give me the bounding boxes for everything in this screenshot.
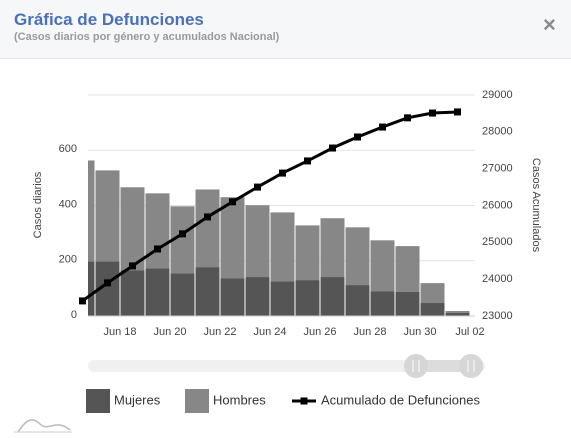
bar: [370, 240, 395, 292]
bar: [220, 197, 245, 279]
bar: [320, 218, 345, 278]
y2-tick-label: 25000: [482, 236, 513, 248]
y2-tick-label: 24000: [482, 273, 513, 285]
title: Gráfica de Defunciones: [14, 10, 204, 29]
bar: [88, 160, 95, 262]
bar: [270, 281, 295, 316]
bar: [145, 268, 170, 316]
bar: [245, 277, 270, 316]
subtitle: (Casos diarios por género y acumulados N…: [14, 31, 280, 43]
bar: [170, 273, 195, 316]
bar: [195, 267, 220, 316]
x-tick-label: Jun 18: [103, 326, 136, 338]
line-marker: [354, 133, 361, 141]
slider-track: [88, 360, 485, 372]
y-tick-label: 0: [71, 309, 77, 321]
bar: [145, 193, 170, 269]
line-marker: [229, 198, 236, 206]
y-tick-label: 400: [59, 198, 77, 210]
legend-label: Mujeres: [114, 392, 161, 407]
line-marker: [304, 157, 311, 165]
x-tick-label: Jun 20: [153, 326, 186, 338]
bar: [395, 291, 420, 316]
bar: [120, 187, 145, 271]
x-tick-label: Jun 22: [203, 326, 236, 338]
x-tick-label: Jun 28: [353, 326, 386, 338]
x-tick-label: Jul 02: [455, 326, 484, 338]
line-marker: [129, 262, 136, 270]
x-tick-label: Jun 26: [303, 326, 336, 338]
y2-tick-label: 28000: [482, 126, 513, 138]
line-marker: [254, 183, 261, 191]
x-tick-label: Jun 24: [253, 326, 286, 338]
bar: [445, 311, 470, 313]
bar: [445, 312, 470, 316]
legend-swatch: [185, 389, 209, 413]
y2-tick-label: 26000: [482, 199, 513, 211]
legend-swatch: [86, 389, 110, 413]
header: Gráfica de Defunciones (Casos diarios po…: [0, 0, 571, 59]
line-marker: [329, 144, 336, 152]
bar: [220, 278, 245, 316]
y2-tick-label: 27000: [482, 163, 513, 175]
slider-range: [416, 360, 471, 372]
bar: [295, 225, 320, 281]
bar: [370, 291, 395, 316]
x-tick-label: Jun 30: [403, 326, 436, 338]
line-marker: [154, 245, 161, 253]
bar: [95, 170, 120, 262]
slider-handle[interactable]: [404, 354, 428, 378]
line: [81, 110, 458, 303]
bar: [420, 303, 445, 316]
line-marker: [429, 109, 436, 117]
slider[interactable]: [88, 354, 485, 378]
y2-tick-label: 23000: [482, 310, 513, 322]
bar: [345, 285, 370, 316]
line-marker: [454, 108, 461, 116]
slider-handle[interactable]: [459, 354, 483, 378]
bar: [245, 205, 270, 278]
line-marker: [279, 169, 286, 177]
bar: [345, 227, 370, 286]
y-tick-label: 600: [59, 143, 77, 155]
line-marker: [104, 279, 111, 287]
line-marker: [204, 213, 211, 221]
logo-icon: [17, 419, 71, 433]
bar: [88, 261, 95, 316]
legend-label: Hombres: [213, 392, 266, 407]
legend-marker: [300, 397, 308, 405]
y-axis-label: Casos diarios: [32, 171, 44, 238]
y2-tick-label: 29000: [482, 89, 513, 101]
bar: [320, 277, 345, 316]
bar: [195, 189, 220, 268]
bar: [270, 212, 295, 282]
y-tick-label: 200: [59, 254, 77, 266]
bar: [395, 246, 420, 292]
line-marker: [404, 114, 411, 122]
legend-label: Acumulado de Defunciones: [321, 392, 480, 407]
bars: [88, 160, 470, 316]
line-marker: [79, 297, 86, 305]
bar: [295, 280, 320, 316]
close-button[interactable]: ×: [543, 12, 556, 37]
bar: [420, 283, 445, 304]
y2-axis-label: Casos Acumulados: [530, 158, 542, 253]
bar: [120, 270, 145, 316]
line-marker: [179, 230, 186, 238]
line-marker: [379, 123, 386, 131]
